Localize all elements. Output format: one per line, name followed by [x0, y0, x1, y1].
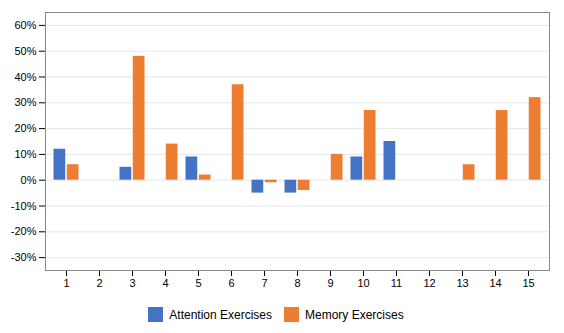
svg-text:14: 14 [489, 277, 501, 289]
svg-text:6: 6 [228, 277, 234, 289]
svg-text:13: 13 [456, 277, 468, 289]
svg-text:-20%: -20% [11, 225, 37, 237]
svg-text:0%: 0% [21, 174, 37, 186]
svg-text:9: 9 [327, 277, 333, 289]
svg-text:10: 10 [357, 277, 369, 289]
svg-text:40%: 40% [14, 71, 36, 83]
svg-text:5: 5 [195, 277, 201, 289]
html-text:Memory Exercises: Memory Exercises [305, 307, 404, 322]
svg-text:-30%: -30% [11, 251, 37, 263]
svg-text:2: 2 [96, 277, 102, 289]
svg-text:7: 7 [261, 277, 267, 289]
html-text:Attention Exercises: Attention Exercises [169, 307, 272, 322]
svg-text:30%: 30% [14, 96, 36, 108]
svg-text:60%: 60% [14, 19, 36, 31]
svg-text:15: 15 [522, 277, 534, 289]
svg-text:50%: 50% [14, 45, 36, 57]
svg-text:-10%: -10% [11, 200, 37, 212]
svg-text:8: 8 [294, 277, 300, 289]
svg-text:11: 11 [391, 277, 402, 289]
svg-text:4: 4 [162, 277, 168, 289]
svg-text:12: 12 [423, 277, 435, 289]
svg-text:3: 3 [129, 277, 135, 289]
svg-text:1: 1 [63, 277, 69, 289]
svg-text:20%: 20% [14, 122, 36, 134]
svg-text:10%: 10% [14, 148, 36, 160]
